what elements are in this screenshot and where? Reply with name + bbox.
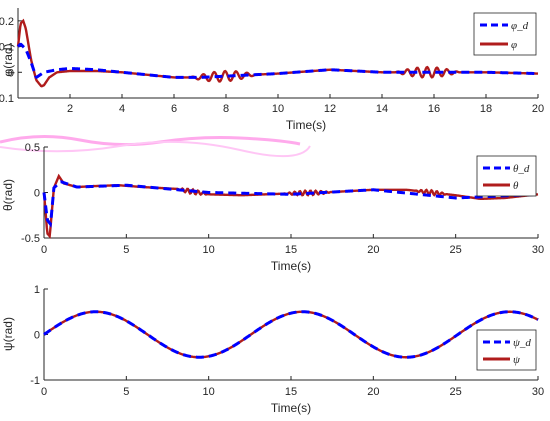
psi-y-ticks: -1 0 1: [30, 284, 48, 387]
x-tick-label: 10: [272, 103, 284, 115]
x-tick-label: 6: [171, 103, 177, 115]
series-line-desired: [42, 180, 539, 228]
y-tick-label: 0.5: [25, 142, 40, 154]
psi-legend: ψ_d ψ: [476, 329, 537, 371]
phi-legend-label-desired: φ_d: [511, 20, 529, 32]
phi-legend-box: [473, 12, 537, 56]
x-tick-label: 16: [428, 103, 440, 115]
phi-legend: φ_d φ: [473, 12, 537, 56]
x-tick-label: 0: [41, 244, 47, 256]
x-tick-label: 4: [119, 103, 125, 115]
phi-x-ticks: 2 4 6 8 10 12 14 16 18 20: [67, 94, 544, 115]
x-tick-label: 15: [285, 386, 297, 398]
x-tick-label: 20: [367, 244, 379, 256]
x-tick-label: 25: [450, 244, 462, 256]
x-tick-label: 25: [450, 386, 462, 398]
x-tick-label: 15: [285, 244, 297, 256]
x-tick-label: 30: [532, 386, 544, 398]
series-line-desired: [43, 310, 539, 359]
y-tick-label: 0.1: [0, 42, 14, 54]
y-tick-label: 0: [34, 188, 40, 200]
x-tick-label: 10: [203, 244, 215, 256]
phi-legend-label-actual: φ: [511, 39, 517, 51]
theta-series: [42, 173, 539, 239]
x-tick-label: 12: [324, 103, 336, 115]
x-tick-label: 20: [367, 386, 379, 398]
psi-legend-label-desired: ψ_d: [513, 337, 531, 349]
theta-y-ticks: -0.5 0 0.5: [21, 142, 48, 245]
psi-legend-box: [476, 329, 537, 371]
psi-axes: [43, 289, 538, 381]
series-line-actual: [43, 310, 539, 359]
theta-x-axis-label: Time(s): [271, 259, 311, 273]
x-tick-label: 5: [123, 244, 129, 256]
phi-y-ticks: -0.1 0 0.1 0.2: [0, 16, 22, 105]
x-tick-label: 10: [203, 386, 215, 398]
theta-legend: θ_d θ: [476, 155, 537, 197]
psi-legend-label-actual: ψ: [513, 354, 520, 366]
x-tick-label: 14: [376, 103, 388, 115]
theta-legend-box: [476, 155, 537, 197]
theta-x-ticks: 0 5 10 15 20 25 30: [41, 234, 544, 256]
series-line-desired: [16, 42, 539, 80]
phi-y-axis-label: φ(rad): [1, 43, 15, 76]
x-tick-label: 20: [532, 103, 544, 115]
y-tick-label: -1: [30, 375, 40, 387]
psi-y-axis-label: ψ(rad): [1, 317, 15, 351]
psi-x-ticks: 0 5 10 15 20 25 30: [41, 376, 544, 398]
psi-x-axis-label: Time(s): [271, 401, 311, 415]
x-tick-label: 2: [67, 103, 73, 115]
theta-legend-label-desired: θ_d: [513, 163, 530, 175]
x-tick-label: 8: [223, 103, 229, 115]
theta-legend-label-actual: θ: [513, 180, 519, 192]
y-tick-label: -0.5: [21, 233, 40, 245]
phi-x-axis-label: Time(s): [286, 118, 326, 132]
x-tick-label: 5: [123, 386, 129, 398]
series-line-actual: [16, 18, 539, 88]
x-tick-label: 18: [480, 103, 492, 115]
y-tick-label: 1: [34, 284, 40, 296]
theta-panel: -0.500.5 0 5 10 15 20 25 30 θ(rad) Time(s) θ_d…: [1, 142, 544, 273]
theta-y-axis-label: θ(rad): [1, 179, 15, 211]
phi-panel: -0.1 0 0.1 0.2 2 4 6 8 10 12 14 16 18 20 φ(rad) Time…: [0, 8, 544, 158]
psi-panel: -101 0 5 10 15 20 25 30 ψ(rad) Time(s) ψ_d ψ: [1, 284, 544, 415]
y-tick-label: 0: [8, 67, 14, 79]
psi-series: [43, 310, 539, 359]
phi-glitch-artifacts: [0, 134, 311, 158]
x-tick-label: 0: [41, 386, 47, 398]
y-tick-label: -0.1: [0, 93, 14, 105]
y-tick-label: 0: [34, 330, 40, 342]
y-tick-label: 0.2: [0, 16, 14, 28]
phi-series: [16, 18, 539, 88]
x-tick-label: 30: [532, 244, 544, 256]
phi-axes: [17, 8, 538, 99]
